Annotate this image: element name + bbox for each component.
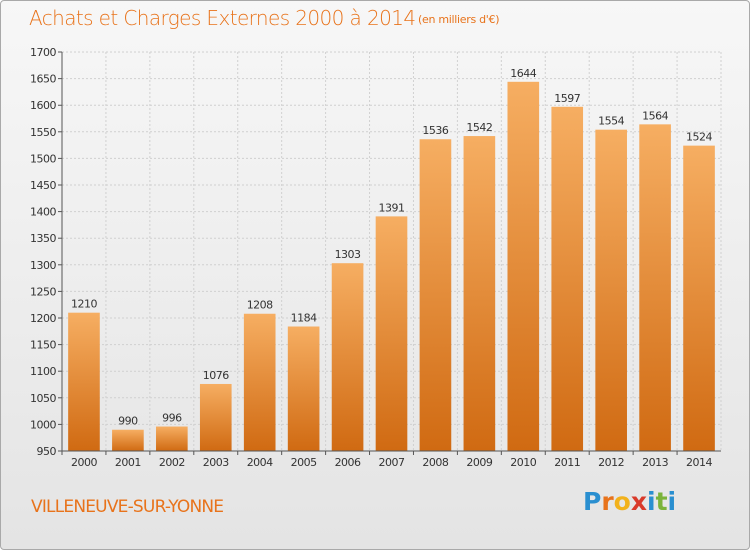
- bar[interactable]: [463, 136, 496, 451]
- y-tick-label: 1400: [30, 206, 56, 219]
- bar[interactable]: [375, 216, 408, 451]
- bar-value-label: 1303: [335, 248, 361, 261]
- bar-value-label: 1564: [642, 109, 668, 122]
- x-tick-label: 2009: [466, 456, 492, 469]
- chart-title: Achats et Charges Externes 2000 à 2014: [29, 6, 416, 30]
- y-tick-label: 1150: [30, 339, 56, 352]
- y-tick-label: 1550: [30, 126, 56, 139]
- x-tick-label: 2013: [642, 456, 668, 469]
- logo-letter: x: [630, 487, 647, 516]
- x-tick-label: 2004: [247, 456, 273, 469]
- y-tick-label: 1100: [30, 365, 56, 378]
- x-tick-label: 2014: [686, 456, 712, 469]
- bars: 1210 990 996 1076 1208 1184 1303 1391 1536 1542 16…: [68, 67, 715, 452]
- bar-value-label: 1076: [203, 369, 229, 382]
- logo-letter: o: [613, 487, 631, 516]
- bar[interactable]: [595, 129, 627, 451]
- y-tick-label: 1700: [30, 46, 56, 59]
- x-tick-label: 2010: [510, 456, 536, 469]
- y-tick-label: 1000: [30, 418, 56, 431]
- y-tick-label: 1200: [30, 312, 56, 325]
- bar-value-label: 1536: [422, 124, 448, 137]
- x-tick-label: 2000: [71, 456, 97, 469]
- bar[interactable]: [156, 426, 188, 451]
- city-name: VILLENEUVE-SUR-YONNE: [31, 497, 224, 517]
- x-tick-label: 2003: [203, 456, 229, 469]
- y-tick-label: 1050: [30, 392, 56, 405]
- bar-value-label: 990: [118, 415, 138, 428]
- bar[interactable]: [112, 429, 144, 451]
- x-tick-label: 2007: [379, 456, 405, 469]
- y-tick-label: 1250: [30, 285, 56, 298]
- y-tick-label: 1600: [30, 99, 56, 112]
- logo-letter: t: [655, 487, 668, 516]
- logo-letter: P: [583, 487, 602, 516]
- bar[interactable]: [287, 326, 320, 451]
- x-tick-label: 2006: [335, 456, 361, 469]
- x-tick-label: 2002: [159, 456, 185, 469]
- y-tick-label: 1450: [30, 179, 56, 192]
- bar[interactable]: [683, 145, 715, 451]
- logo-letter: i: [667, 487, 677, 516]
- y-tick-label: 1650: [30, 73, 56, 86]
- x-tick-label: 2011: [554, 456, 580, 469]
- bar[interactable]: [639, 124, 671, 452]
- bar[interactable]: [68, 312, 100, 451]
- bar-value-label: 1644: [510, 67, 536, 80]
- y-tick-label: 950: [37, 445, 57, 458]
- bar-value-label: 1542: [466, 121, 492, 134]
- bar-value-label: 1524: [686, 131, 712, 144]
- y-tick-label: 1350: [30, 232, 56, 245]
- proxiti-logo[interactable]: Proxiti: [583, 487, 676, 516]
- x-tick-label: 2005: [291, 456, 317, 469]
- logo-letter: r: [601, 487, 614, 516]
- axes: 950 1000 1050 1100 1150 1200 1250 1300 1350 1400 1…: [30, 46, 721, 469]
- y-tick-label: 1500: [30, 152, 56, 165]
- bar[interactable]: [551, 106, 584, 452]
- bar-value-label: 1597: [554, 92, 580, 105]
- bar[interactable]: [419, 139, 452, 452]
- bar[interactable]: [199, 383, 232, 451]
- bar-value-label: 1210: [71, 298, 97, 311]
- y-tick-label: 1300: [30, 259, 56, 272]
- x-tick-label: 2008: [422, 456, 448, 469]
- chart-subtitle: (en milliers d'€): [418, 13, 500, 26]
- bar-value-label: 1391: [379, 201, 405, 214]
- bar[interactable]: [243, 313, 276, 451]
- bar-value-label: 1554: [598, 115, 624, 128]
- x-tick-label: 2001: [115, 456, 141, 469]
- bar[interactable]: [331, 263, 364, 451]
- x-tick-label: 2012: [598, 456, 624, 469]
- logo-letter: i: [647, 487, 656, 516]
- bar-value-label: 996: [162, 412, 182, 425]
- bar[interactable]: [507, 81, 540, 452]
- bar-value-label: 1208: [247, 299, 273, 312]
- bar-value-label: 1184: [291, 312, 317, 325]
